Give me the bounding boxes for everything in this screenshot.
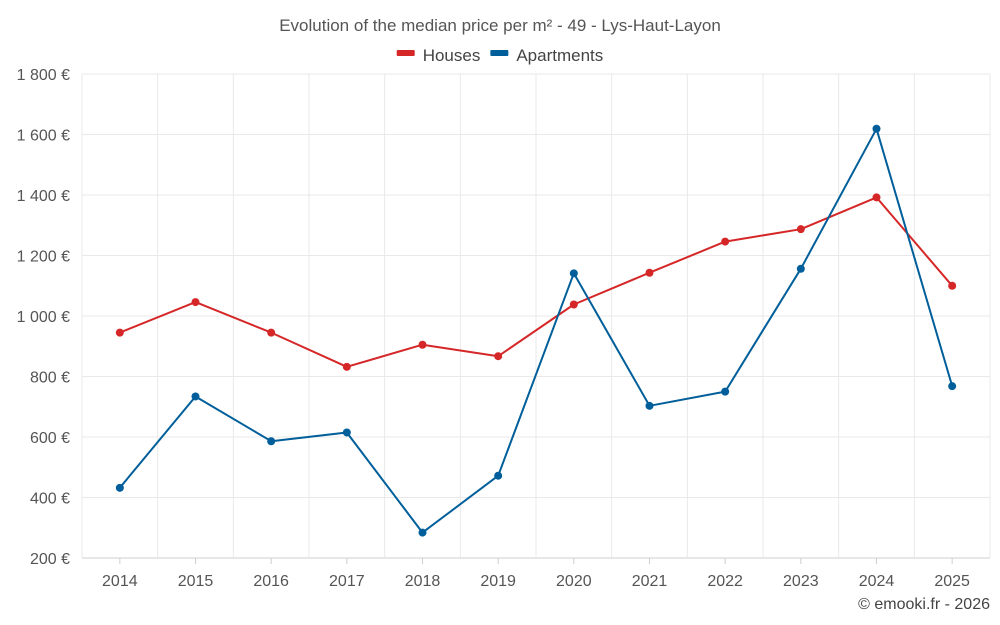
data-point-houses[interactable] — [948, 281, 957, 290]
data-point-houses[interactable] — [418, 340, 427, 349]
data-point-apartments[interactable] — [569, 269, 578, 278]
x-tick-label: 2024 — [859, 573, 895, 590]
data-point-houses[interactable] — [796, 225, 805, 234]
series-apartments — [115, 124, 957, 537]
legend-swatch — [490, 50, 509, 56]
data-point-apartments[interactable] — [494, 471, 503, 480]
data-point-apartments[interactable] — [796, 264, 805, 273]
legend-item-apartments[interactable]: Apartments — [490, 46, 603, 65]
data-point-houses[interactable] — [267, 328, 276, 337]
legend-label: Houses — [423, 46, 481, 65]
x-tick-label: 2021 — [632, 573, 668, 590]
series-layer — [115, 124, 957, 537]
y-tick-label: 400 € — [30, 491, 70, 508]
x-tick-label: 2017 — [329, 573, 365, 590]
series-line-houses — [119, 196, 953, 368]
y-tick-label: 1 000 € — [17, 309, 70, 326]
data-point-houses[interactable] — [191, 298, 200, 307]
data-point-apartments[interactable] — [872, 124, 881, 133]
data-point-apartments[interactable] — [267, 437, 276, 446]
y-tick-label: 1 400 € — [17, 188, 70, 205]
data-point-houses[interactable] — [721, 237, 730, 246]
series-houses — [115, 193, 957, 371]
x-tick-label: 2020 — [556, 573, 592, 590]
x-tick-label: 2025 — [934, 573, 970, 590]
legend-item-houses[interactable]: Houses — [396, 46, 481, 65]
y-tick-label: 1 800 € — [17, 67, 70, 84]
x-tick-label: 2022 — [707, 573, 743, 590]
data-point-apartments[interactable] — [115, 483, 124, 492]
data-point-apartments[interactable] — [645, 401, 654, 410]
y-tick-label: 600 € — [30, 430, 70, 447]
data-point-houses[interactable] — [872, 193, 881, 202]
legend: Houses Apartments — [396, 46, 603, 65]
x-tick-label: 2018 — [405, 573, 441, 590]
y-tick-label: 200 € — [30, 551, 70, 568]
y-axis: 200 € 400 € 600 € 800 € 1 000 € 1 200 € 1 400 … — [17, 67, 70, 568]
copyright-text: © emooki.fr - 2026 — [858, 596, 990, 613]
legend-label: Apartments — [516, 46, 603, 65]
y-tick-label: 1 200 € — [17, 249, 70, 266]
data-point-apartments[interactable] — [418, 528, 427, 537]
x-tick-label: 2019 — [480, 573, 516, 590]
x-tick-label: 2015 — [178, 573, 214, 590]
data-point-apartments[interactable] — [191, 392, 200, 401]
data-point-houses[interactable] — [342, 362, 351, 371]
data-point-houses[interactable] — [494, 352, 503, 361]
x-tick-label: 2016 — [253, 573, 289, 590]
data-point-apartments[interactable] — [721, 387, 730, 396]
data-point-houses[interactable] — [645, 268, 654, 277]
grid — [81, 73, 991, 559]
data-point-houses[interactable] — [569, 300, 578, 309]
chart-title: Evolution of the median price per m² - 4… — [279, 16, 721, 35]
x-axis: 2014 2015 2016 2017 2018 2019 2020 2021 2022 2023… — [102, 558, 970, 590]
legend-swatch — [396, 50, 415, 56]
y-tick-label: 1 600 € — [17, 128, 70, 145]
y-tick-label: 800 € — [30, 370, 70, 387]
series-line-apartments — [119, 127, 954, 534]
x-tick-label: 2023 — [783, 573, 819, 590]
data-point-apartments[interactable] — [948, 382, 957, 391]
data-point-houses[interactable] — [115, 328, 124, 337]
data-point-apartments[interactable] — [342, 428, 351, 437]
x-tick-label: 2014 — [102, 573, 138, 590]
